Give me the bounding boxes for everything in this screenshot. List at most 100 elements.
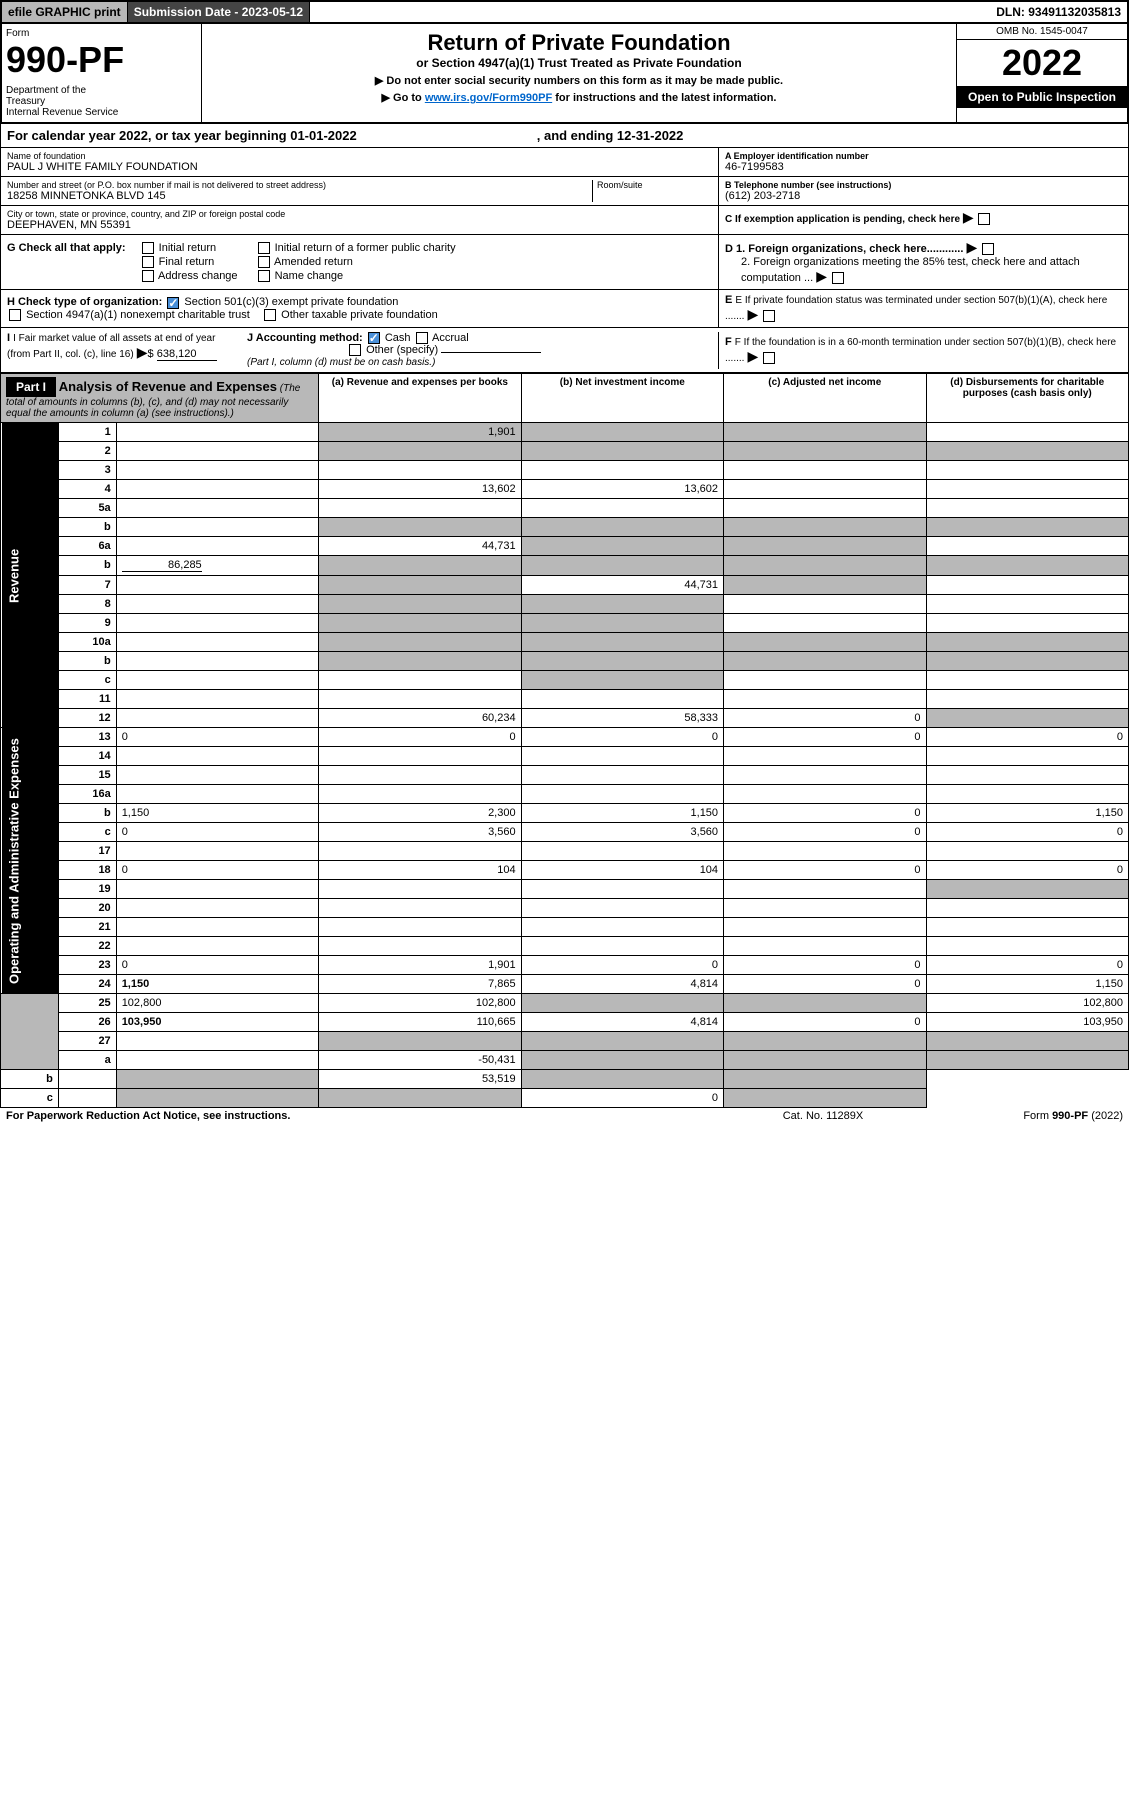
table-row: Revenue11,901 [1,423,1129,442]
table-row: 21 [1,918,1129,937]
table-row: 22 [1,937,1129,956]
amount-cell [724,461,926,480]
d1-checkbox[interactable] [982,243,994,255]
table-row: 9 [1,614,1129,633]
amount-cell: 0 [926,861,1129,880]
irs-link[interactable]: www.irs.gov/Form990PF [425,92,552,104]
amount-cell [319,899,521,918]
line-description [116,842,318,861]
amount-cell [521,994,723,1013]
line-number: 24 [58,975,116,994]
line-description [116,880,318,899]
line-description [116,747,318,766]
part1-label: Part I [6,377,56,397]
f-cell: F F If the foundation is in a 60-month t… [718,332,1128,369]
g-initial-checkbox[interactable] [142,242,154,254]
line-number: 16a [58,785,116,804]
amount-cell [926,518,1129,537]
amount-cell [724,918,926,937]
amount-cell [521,614,723,633]
line-description [58,1089,116,1108]
amount-cell: 13,602 [319,480,521,499]
line-number: 25 [58,994,116,1013]
table-row: b1,1502,3001,15001,150 [1,804,1129,823]
amount-cell [926,556,1129,576]
table-row: 14 [1,747,1129,766]
line-description [116,633,318,652]
amount-cell [521,880,723,899]
e-checkbox[interactable] [763,310,775,322]
table-row: b 86,285 [1,556,1129,576]
line-number: 2 [58,442,116,461]
address-cell: Number and street (or P.O. box number if… [1,177,718,206]
amount-cell [319,461,521,480]
amount-cell [724,518,926,537]
h-4947-checkbox[interactable] [9,309,21,321]
amount-cell [926,671,1129,690]
amount-cell: 2,300 [319,804,521,823]
amount-cell [521,842,723,861]
amount-cell: 4,814 [521,975,723,994]
h-501c3-checkbox[interactable] [167,297,179,309]
amount-cell [724,576,926,595]
amount-cell [319,518,521,537]
amount-cell: 0 [521,956,723,975]
tax-year: 2022 [957,40,1127,86]
line-description [116,499,318,518]
submission-date: Submission Date - 2023-05-12 [128,2,310,22]
col-a-header: (a) Revenue and expenses per books [319,374,521,423]
line-description: 102,800 [116,994,318,1013]
amount-cell [319,918,521,937]
dln: DLN: 93491132035813 [990,2,1127,22]
efile-print-button[interactable]: efile GRAPHIC print [2,2,128,22]
line-description [58,1070,116,1089]
table-row: 8 [1,595,1129,614]
g-name-checkbox[interactable] [258,270,270,282]
amount-cell: 44,731 [319,537,521,556]
line-number: 12 [58,709,116,728]
amount-cell [521,766,723,785]
amount-cell [319,747,521,766]
g-final-checkbox[interactable] [142,256,154,268]
amount-cell [926,1032,1129,1051]
amount-cell [319,576,521,595]
amount-cell: 0 [926,728,1129,747]
amount-cell: 53,519 [319,1070,521,1089]
h-other-checkbox[interactable] [264,309,276,321]
table-row: 20 [1,899,1129,918]
amount-cell: 0 [724,975,926,994]
calendar-year-row: For calendar year 2022, or tax year begi… [0,124,1129,148]
form-label: Form [6,28,197,39]
line-description [116,937,318,956]
amount-cell [926,461,1129,480]
amount-cell: 7,865 [319,975,521,994]
g-former-checkbox[interactable] [258,242,270,254]
table-row: 2 [1,442,1129,461]
amount-cell: 0 [724,861,926,880]
table-row: 19 [1,880,1129,899]
amount-cell: -50,431 [319,1051,521,1070]
j-cash-checkbox[interactable] [368,332,380,344]
amount-cell [521,556,723,576]
line-number: b [58,518,116,537]
j-other-checkbox[interactable] [349,344,361,356]
g-address-checkbox[interactable] [142,270,154,282]
line-number: 17 [58,842,116,861]
table-row: c03,5603,56000 [1,823,1129,842]
amount-cell [926,899,1129,918]
amount-cell: 1,150 [926,975,1129,994]
amount-cell [926,499,1129,518]
d2-checkbox[interactable] [832,272,844,284]
amount-cell: 103,950 [926,1013,1129,1032]
amount-cell: 0 [926,823,1129,842]
amount-cell [724,1070,926,1089]
footer-mid: Cat. No. 11289X [723,1110,923,1122]
footer: For Paperwork Reduction Act Notice, see … [0,1108,1129,1124]
j-accrual-checkbox[interactable] [416,332,428,344]
amount-cell [521,595,723,614]
line-description: 103,950 [116,1013,318,1032]
g-amended-checkbox[interactable] [258,256,270,268]
f-checkbox[interactable] [763,352,775,364]
c-checkbox[interactable] [978,213,990,225]
amount-cell [521,671,723,690]
